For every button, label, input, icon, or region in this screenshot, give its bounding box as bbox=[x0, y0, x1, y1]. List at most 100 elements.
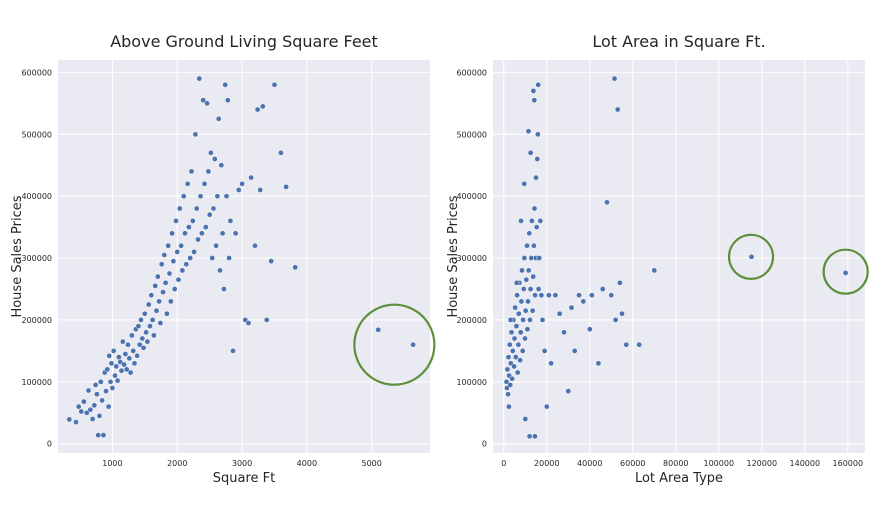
data-point bbox=[217, 267, 223, 274]
data-point bbox=[180, 193, 187, 200]
data-point bbox=[513, 323, 520, 329]
outlier-highlight-circle bbox=[822, 248, 869, 295]
y-tick-label: 600000 bbox=[21, 68, 52, 77]
data-point bbox=[552, 292, 559, 299]
data-point bbox=[205, 168, 212, 175]
data-point bbox=[187, 255, 194, 261]
data-point bbox=[200, 97, 207, 104]
data-point bbox=[527, 317, 533, 323]
data-point bbox=[522, 335, 528, 342]
chart-title: Lot Area in Square Ft. bbox=[592, 32, 765, 51]
data-point bbox=[156, 298, 162, 305]
data-point bbox=[173, 218, 179, 224]
data-point bbox=[292, 264, 299, 271]
data-point bbox=[161, 252, 168, 258]
data-point bbox=[748, 253, 755, 260]
data-point bbox=[518, 218, 524, 224]
y-tick-label: 100000 bbox=[21, 378, 52, 387]
data-point bbox=[116, 354, 122, 360]
x-tick-label: 40000 bbox=[577, 459, 602, 468]
outlier-highlight-circle bbox=[727, 233, 775, 280]
data-point bbox=[278, 149, 284, 156]
data-point bbox=[617, 279, 623, 286]
data-point bbox=[97, 378, 104, 385]
data-point bbox=[614, 106, 621, 113]
data-point bbox=[245, 320, 252, 326]
data-point bbox=[515, 310, 522, 317]
data-point bbox=[189, 218, 196, 224]
data-point bbox=[524, 242, 530, 249]
data-point bbox=[129, 332, 135, 339]
data-point bbox=[254, 106, 261, 113]
y-tick-label: 0 bbox=[482, 440, 487, 449]
data-point bbox=[206, 211, 213, 218]
data-point bbox=[608, 292, 615, 299]
data-point bbox=[503, 378, 510, 385]
data-point bbox=[158, 261, 165, 268]
y-tick-label: 100000 bbox=[456, 378, 487, 387]
data-point bbox=[505, 354, 512, 360]
y-tick-label: 200000 bbox=[456, 316, 487, 325]
data-point bbox=[576, 292, 582, 299]
data-point bbox=[106, 352, 113, 359]
data-point bbox=[119, 338, 126, 345]
y-tick-label: 500000 bbox=[456, 130, 487, 139]
data-point bbox=[527, 149, 534, 156]
y-tick-label: 600000 bbox=[456, 68, 487, 77]
data-point bbox=[842, 270, 849, 276]
data-point bbox=[531, 205, 538, 212]
data-point bbox=[114, 377, 121, 384]
data-point bbox=[518, 298, 525, 305]
data-point bbox=[222, 81, 229, 88]
data-point bbox=[410, 341, 416, 348]
data-point bbox=[214, 193, 221, 200]
data-point bbox=[512, 304, 518, 311]
data-point bbox=[227, 218, 234, 224]
data-point bbox=[571, 348, 578, 354]
data-point bbox=[89, 416, 96, 422]
data-point bbox=[96, 413, 103, 419]
data-point bbox=[123, 366, 130, 373]
x-tick-label: 100000 bbox=[704, 459, 735, 468]
data-point bbox=[176, 205, 183, 212]
data-point bbox=[517, 329, 524, 336]
data-point bbox=[506, 341, 513, 348]
x-tick-label: 4000 bbox=[297, 459, 317, 468]
data-point bbox=[522, 307, 529, 314]
data-point bbox=[221, 286, 227, 292]
data-point bbox=[125, 341, 131, 348]
data-point bbox=[513, 279, 520, 286]
data-point bbox=[87, 406, 94, 413]
data-point bbox=[138, 317, 144, 323]
data-point bbox=[546, 292, 552, 299]
data-point bbox=[239, 180, 245, 187]
x-tick-label: 5000 bbox=[361, 459, 381, 468]
data-point bbox=[599, 286, 606, 292]
data-point bbox=[140, 344, 147, 351]
data-point bbox=[580, 298, 587, 305]
y-tick-label: 400000 bbox=[456, 192, 487, 201]
data-point bbox=[541, 348, 548, 354]
data-point bbox=[535, 131, 541, 138]
data-point bbox=[533, 224, 540, 230]
data-point bbox=[619, 310, 625, 317]
x-tick-label: 1000 bbox=[102, 459, 122, 468]
data-point bbox=[78, 408, 85, 415]
data-point bbox=[186, 224, 192, 230]
x-tick-label: 140000 bbox=[790, 459, 821, 468]
data-point bbox=[153, 307, 160, 314]
data-point bbox=[109, 385, 116, 391]
chart-title: Above Ground Living Square Feet bbox=[110, 32, 378, 51]
data-point bbox=[248, 174, 254, 181]
data-point bbox=[268, 258, 275, 264]
data-point bbox=[519, 348, 526, 354]
data-point bbox=[208, 149, 214, 156]
data-point bbox=[135, 323, 142, 329]
data-point bbox=[188, 168, 195, 175]
data-point bbox=[223, 193, 230, 200]
data-point bbox=[121, 361, 127, 368]
y-tick-label: 200000 bbox=[21, 316, 52, 325]
data-point bbox=[524, 326, 531, 333]
data-point bbox=[164, 310, 170, 317]
data-point bbox=[508, 329, 515, 336]
